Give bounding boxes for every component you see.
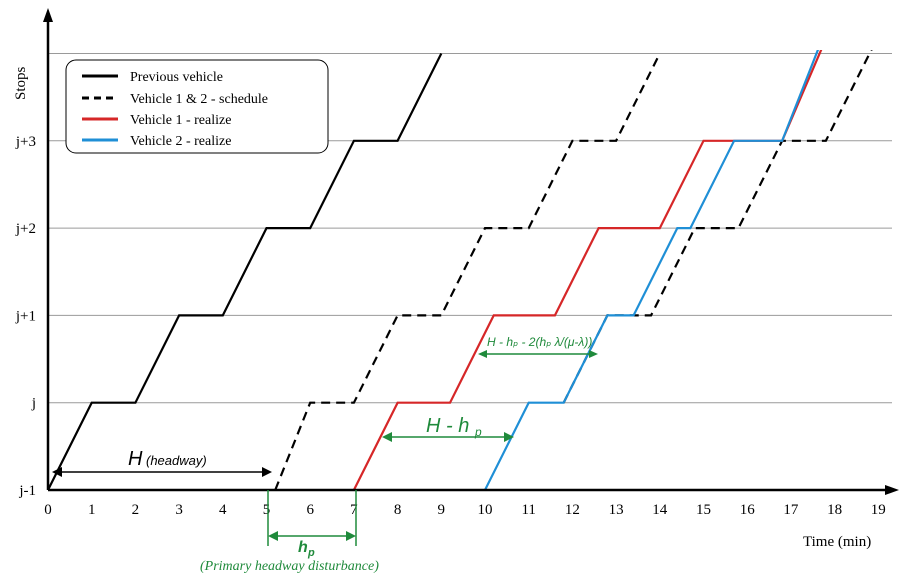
x-tick-label: 17 (783, 502, 799, 518)
x-tick-label: 18 (827, 502, 842, 518)
x-tick-label: 4 (219, 502, 227, 518)
y-tick-label: j+1 (15, 308, 36, 324)
h-minus-hp-arrow-left-icon (382, 432, 392, 442)
x-axis-arrow-icon (885, 485, 899, 495)
hp-arrow-right-icon (346, 531, 356, 541)
x-tick-label: 1 (88, 502, 96, 518)
formula-annotation: H - hₚ - 2(hₚ λ/(μ-λ)) (478, 335, 598, 358)
formula-arrow-right-icon (589, 350, 598, 358)
x-tick-label: 5 (263, 502, 271, 518)
x-tick-label: 2 (132, 502, 140, 518)
legend-label-schedule: Vehicle 1 & 2 - schedule (130, 92, 268, 107)
x-tick-label: 7 (350, 502, 358, 518)
x-tick-label: 13 (609, 502, 624, 518)
x-tick-label: 15 (696, 502, 711, 518)
hp-caption: (Primary headway disturbance) (200, 559, 379, 574)
x-tick-label: 12 (565, 502, 580, 518)
h-minus-hp-annotation: H - h p (382, 415, 514, 442)
y-tick-label: j (31, 396, 36, 412)
hp-annotation: h p (Primary headway disturbance) (200, 490, 379, 574)
h-minus-hp-sub: p (474, 425, 482, 439)
x-tick-label: 0 (44, 502, 52, 518)
h-minus-hp-arrow-right-icon (504, 432, 514, 442)
headway-arrow-left-icon (52, 467, 62, 477)
h-minus-hp-label: H - h (426, 415, 469, 437)
y-tick-label: j-1 (18, 483, 36, 499)
x-tick-labels: 0 1 2 3 4 5 6 7 8 9 10 11 12 13 14 15 16 17 18 19 (44, 502, 886, 518)
headway-annotation: H (headway) (52, 448, 272, 477)
axes (43, 8, 899, 495)
x-tick-label: 16 (740, 502, 756, 518)
legend-box (65, 59, 329, 154)
x-tick-label: 19 (871, 502, 886, 518)
legend: Previous vehicle Vehicle 1 & 2 - schedul… (65, 59, 329, 154)
legend-label-vehicle1: Vehicle 1 - realize (130, 113, 231, 128)
x-tick-label: 9 (438, 502, 446, 518)
x-tick-label: 10 (478, 502, 493, 518)
y-tick-label: j+3 (15, 134, 36, 150)
x-axis-label: Time (min) (803, 534, 871, 550)
hp-sub: p (307, 547, 315, 559)
y-tick-label: j+2 (15, 221, 36, 237)
legend-label-vehicle2: Vehicle 2 - realize (130, 134, 231, 149)
headway-label: H (128, 448, 143, 470)
series-lines (48, 50, 873, 491)
hp-label: h (298, 539, 308, 556)
x-tick-label: 14 (652, 502, 668, 518)
x-tick-label: 8 (394, 502, 402, 518)
y-axis-arrow-icon (43, 8, 53, 22)
series-line-vehicle-1-2-schedule-2 (562, 50, 873, 404)
headway-sublabel: (headway) (146, 453, 207, 468)
x-tick-label: 3 (175, 502, 183, 518)
y-axis-label: Stops (13, 66, 29, 100)
series-line-vehicle-2-realize-4 (484, 50, 820, 491)
legend-label-previous: Previous vehicle (130, 70, 223, 85)
x-tick-label: 11 (521, 502, 535, 518)
y-tick-labels: j-1 j j+1 j+2 j+3 (15, 134, 36, 499)
formula-arrow-left-icon (478, 350, 487, 358)
series-line-previous-vehicle-0 (48, 53, 443, 491)
hp-arrow-left-icon (268, 531, 278, 541)
formula-label: H - hₚ - 2(hₚ λ/(μ-λ)) (487, 335, 592, 349)
headway-arrow-right-icon (262, 467, 272, 477)
x-tick-label: 6 (306, 502, 314, 518)
